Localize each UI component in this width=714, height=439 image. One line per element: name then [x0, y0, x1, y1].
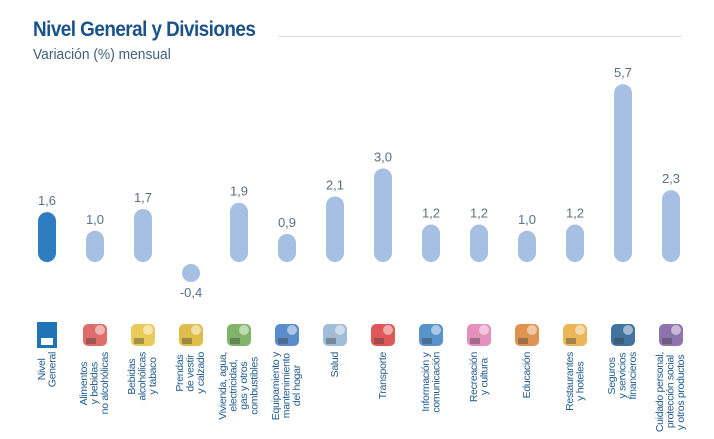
data-label-8: 1,2 [422, 206, 440, 221]
personal-care-icon [659, 324, 683, 346]
category-label-10: Educación [520, 352, 533, 399]
data-label-1: 1,0 [86, 212, 104, 227]
category-label-6: Salud [328, 352, 341, 378]
food-icon [83, 324, 107, 346]
category-label-0: Nivel General [35, 352, 59, 388]
data-label-6: 2,1 [326, 177, 344, 192]
house-icon [227, 324, 251, 346]
data-label-3: -0,4 [180, 285, 202, 300]
bar-2 [134, 208, 152, 262]
category-label-7: Transporte [376, 352, 389, 400]
ipc-ba-logo-icon [37, 322, 57, 348]
data-label-9: 1,2 [470, 206, 488, 221]
bar-7 [374, 168, 392, 262]
school-icon [515, 324, 539, 346]
data-label-13: 2,3 [662, 171, 680, 186]
data-label-5: 0,9 [278, 215, 296, 230]
bar-11 [566, 224, 584, 262]
bar-3 [182, 264, 200, 282]
category-label-9: Recreación y cultura [467, 352, 491, 403]
doctor-icon [323, 324, 347, 346]
bottles-icon [131, 324, 155, 346]
bar-6 [326, 196, 344, 262]
bar-10 [518, 230, 536, 262]
theater-masks-icon [467, 324, 491, 346]
category-label-3: Prendas de vestir y calzado [174, 352, 208, 394]
appliance-icon [275, 324, 299, 346]
data-label-11: 1,2 [566, 206, 584, 221]
title-divider [278, 36, 682, 37]
bar-1 [86, 230, 104, 262]
clothing-icon [179, 324, 203, 346]
bar-9 [470, 224, 488, 262]
category-label-12: Seguros y servicios financieros [606, 352, 640, 400]
data-label-4: 1,9 [230, 184, 248, 199]
category-label-4: Vivienda, agua, electricidad, gas y otro… [217, 352, 261, 420]
chart-title: Nivel General y Divisiones [33, 18, 256, 41]
bar-13 [662, 190, 680, 262]
bar-4 [230, 202, 248, 262]
data-label-0: 1,6 [38, 193, 56, 208]
bar-12 [614, 84, 632, 262]
transport-icon [371, 324, 395, 346]
category-label-1: Alimentos y bebidas no alcohólicas [78, 352, 112, 415]
category-label-8: Información y comunicación [419, 352, 443, 413]
computer-icon [419, 324, 443, 346]
bar-0 [38, 212, 56, 262]
restaurant-icon [563, 324, 587, 346]
data-label-7: 3,0 [374, 149, 392, 164]
chart-subtitle: Variación (%) mensual [33, 46, 171, 63]
data-label-2: 1,7 [134, 190, 152, 205]
category-label-11: Restaurantes y hoteles [563, 352, 587, 411]
bar-8 [422, 224, 440, 262]
bank-icon [611, 324, 635, 346]
bar-5 [278, 233, 296, 262]
category-label-13: Cuidado personal, protección social y ot… [654, 352, 688, 433]
data-label-12: 5,7 [614, 65, 632, 80]
data-label-10: 1,0 [518, 212, 536, 227]
category-label-2: Bebidas alcohólicas y tabaco [126, 352, 160, 401]
category-label-5: Equipamiento y mantenimiento del hogar [270, 352, 304, 421]
